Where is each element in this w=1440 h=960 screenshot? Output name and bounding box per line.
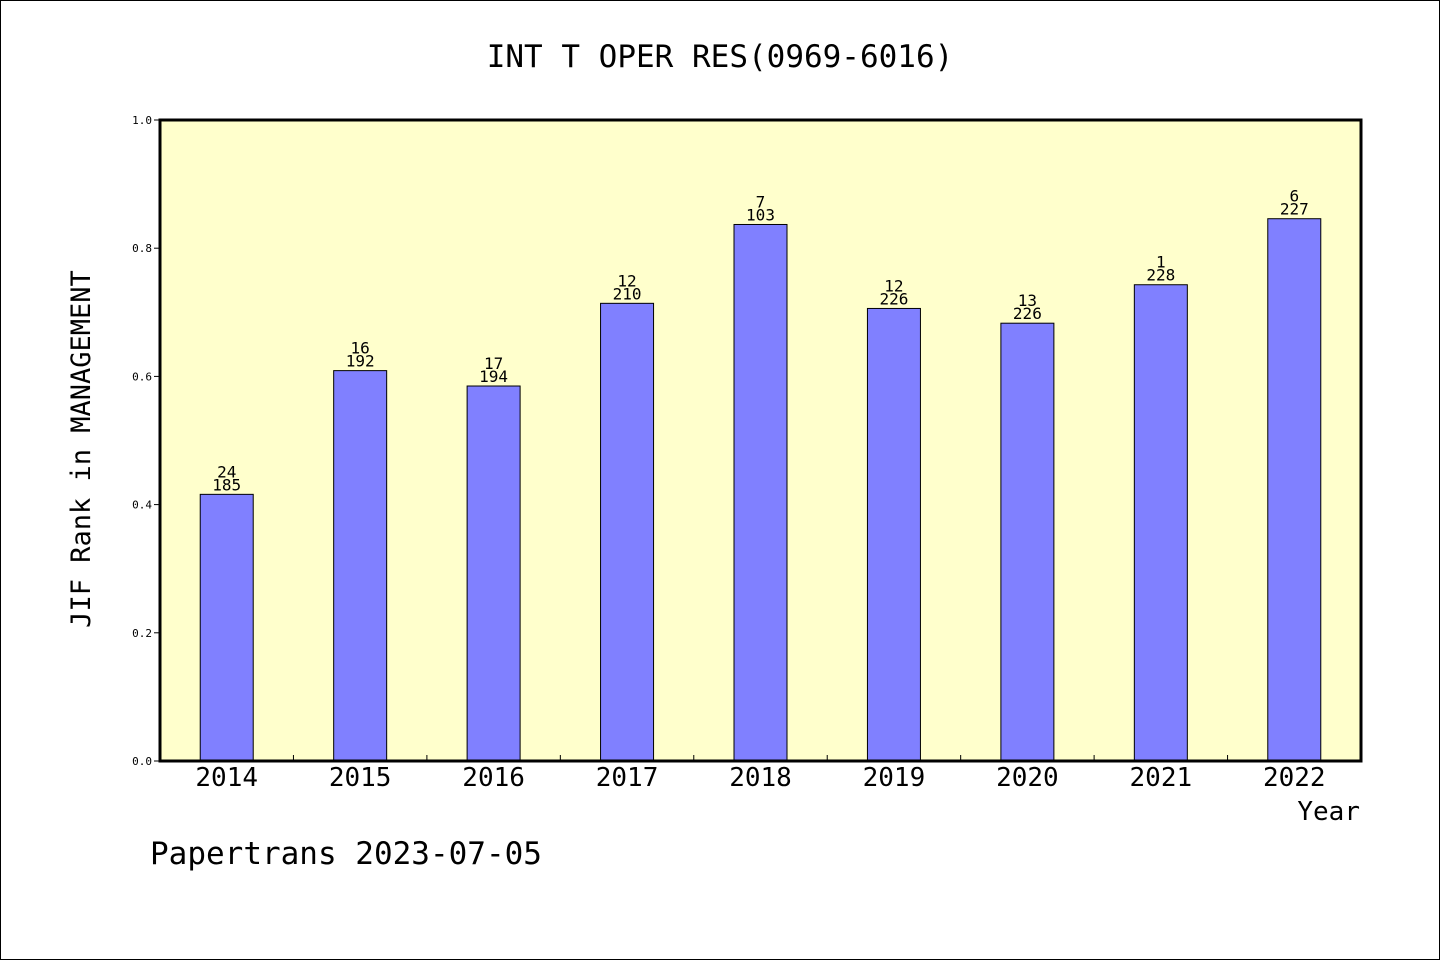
data-label-rank: 6 [1289, 187, 1299, 206]
data-label-total: 194 [479, 367, 508, 386]
y-axis: 0.0 0.2 0.4 0.6 0.8 1.0 [132, 114, 160, 768]
bar-2019 [866, 307, 921, 762]
bar-2017 [600, 302, 655, 762]
y-tick-label: 0.0 [132, 755, 152, 768]
data-label-rank: 7 [756, 192, 766, 211]
bar-2014 [199, 493, 254, 762]
x-tick-label: 2016 [462, 763, 525, 793]
data-label-rank: 13 [1018, 291, 1037, 310]
data-label-total: 210 [613, 284, 642, 303]
data-label-rank: 12 [884, 276, 903, 295]
data-label-total: 192 [346, 352, 375, 371]
data-label-total: 227 [1280, 200, 1309, 219]
bar-2016 [466, 385, 521, 762]
data-label-total: 185 [212, 475, 241, 494]
x-tick-label: 2022 [1263, 763, 1326, 793]
x-tick-label: 2020 [996, 763, 1059, 793]
data-label-total: 228 [1146, 266, 1175, 285]
y-tick-label: 0.2 [132, 627, 152, 640]
data-label-rank: 1 [1156, 253, 1166, 272]
bar-2020 [1000, 322, 1055, 762]
footer-credit: Papertrans 2023-07-05 [150, 836, 542, 872]
x-tick-label: 2014 [195, 763, 258, 793]
x-axis: 2014 2015 2016 2017 2018 2019 2020 2021 2022 [195, 755, 1326, 793]
data-label-rank: 12 [617, 271, 636, 290]
bar-2015 [333, 370, 388, 762]
data-label-rank: 17 [484, 354, 503, 373]
x-tick-label: 2017 [596, 763, 659, 793]
y-tick-label: 0.8 [132, 242, 152, 255]
y-tick-label: 0.4 [132, 499, 152, 512]
data-label-rank: 24 [217, 462, 236, 481]
x-tick-label: 2021 [1130, 763, 1193, 793]
x-tick-label: 2018 [729, 763, 792, 793]
data-label-rank: 16 [351, 339, 370, 358]
bar-2018 [733, 223, 788, 762]
data-label-total: 103 [746, 205, 775, 224]
data-label-total: 226 [879, 289, 908, 308]
y-axis-label: JIF Rank in MANAGEMENT [66, 270, 97, 628]
bar-2021 [1133, 284, 1188, 762]
y-tick-label: 0.6 [132, 370, 152, 383]
y-tick-label: 1.0 [132, 114, 152, 127]
data-label-total: 226 [1013, 304, 1042, 323]
x-tick-label: 2019 [863, 763, 926, 793]
x-tick-label: 2015 [329, 763, 392, 793]
plot-border [158, 118, 1363, 763]
x-axis-label: Year [1297, 797, 1360, 827]
chart-title: INT T OPER RES(0969-6016) [487, 39, 954, 75]
bar-2022 [1267, 218, 1322, 762]
